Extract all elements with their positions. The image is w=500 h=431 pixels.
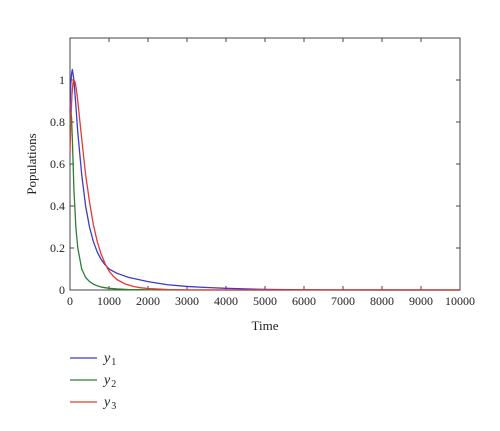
series-lines bbox=[69, 68, 461, 291]
x-tick-label: 2000 bbox=[136, 294, 160, 308]
y-tick-label: 0.2 bbox=[50, 241, 65, 255]
series-line-y3 bbox=[69, 79, 460, 291]
y-tick-label: 0 bbox=[59, 283, 65, 297]
legend-label-y1: y1 bbox=[102, 351, 116, 368]
x-tick-label: 4000 bbox=[214, 294, 238, 308]
y-tick-label: 1 bbox=[59, 73, 65, 87]
x-tick-label: 10000 bbox=[445, 294, 475, 308]
plot-frame bbox=[69, 37, 461, 291]
x-tick-label: 9000 bbox=[409, 294, 433, 308]
legend-label-y2: y2 bbox=[102, 373, 116, 390]
y-tick-label: 0.6 bbox=[50, 157, 65, 171]
x-tick-label: 5000 bbox=[253, 294, 277, 308]
x-axis-label: Time bbox=[252, 318, 279, 333]
ticks: 0 1000 2000 3000 4000 5000 6000 7000 8000 9000 100… bbox=[50, 38, 475, 308]
y-tick-label: 0.4 bbox=[50, 199, 65, 213]
y-tick-label: 0.8 bbox=[50, 115, 65, 129]
series-line-y2 bbox=[69, 110, 460, 291]
legend-label-y3: y3 bbox=[102, 395, 116, 412]
x-tick-label: 0 bbox=[67, 294, 73, 308]
x-tick-label: 6000 bbox=[292, 294, 316, 308]
series-line-y1 bbox=[69, 68, 461, 291]
x-tick-label: 7000 bbox=[331, 294, 355, 308]
x-tick-label: 8000 bbox=[370, 294, 394, 308]
y-axis-label: Populations bbox=[24, 133, 39, 194]
x-tick-label: 3000 bbox=[175, 294, 199, 308]
x-tick-label: 1000 bbox=[97, 294, 121, 308]
legend: y1 y2 y3 bbox=[70, 351, 116, 412]
